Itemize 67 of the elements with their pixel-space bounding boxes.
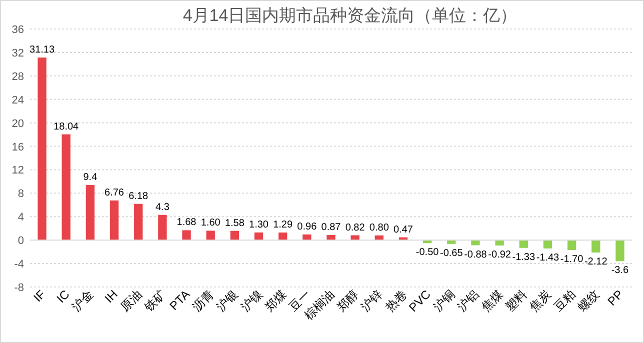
data-label: -0.50 <box>416 247 440 258</box>
y-tick-label: 36 <box>12 24 24 36</box>
data-label: 1.29 <box>273 220 294 231</box>
data-label: 6.76 <box>104 187 124 198</box>
chart-title: 4月14日国内期市品种资金流向（单位：亿） <box>182 6 518 25</box>
bar <box>134 204 143 240</box>
bar <box>567 240 576 250</box>
bar <box>543 240 552 248</box>
bar <box>302 234 312 240</box>
x-tick-label: 原油 <box>118 287 144 314</box>
data-label: -0.92 <box>488 249 512 260</box>
x-tick-label: PP <box>604 287 626 308</box>
bar <box>592 240 600 253</box>
data-label: -1.70 <box>560 254 584 266</box>
bar <box>616 240 624 262</box>
data-label: 31.13 <box>30 44 55 56</box>
y-tick-label: 24 <box>12 94 24 106</box>
bar <box>230 230 240 240</box>
x-tick-label: 豆粕 <box>551 287 578 314</box>
bar <box>254 232 264 240</box>
bar <box>471 240 480 246</box>
x-tick-label: 郑煤 <box>262 287 289 314</box>
bar <box>110 200 119 240</box>
y-tick-label: 16 <box>12 141 24 154</box>
y-tick-label: -8 <box>14 282 24 294</box>
data-label: 18.04 <box>54 121 80 132</box>
data-label: 0.80 <box>369 222 390 234</box>
bar <box>158 214 167 240</box>
bar <box>519 240 528 248</box>
data-label: 6.18 <box>128 190 149 202</box>
data-label: 9.4 <box>83 172 98 183</box>
data-label: -0.65 <box>440 248 464 259</box>
data-label: -1.43 <box>536 252 560 264</box>
data-label: 0.82 <box>345 222 366 234</box>
y-tick-label: 0 <box>18 235 24 248</box>
data-label: 1.68 <box>176 217 197 228</box>
data-label: 1.58 <box>224 218 245 229</box>
y-tick-label: 32 <box>12 47 24 60</box>
bar <box>326 234 336 240</box>
y-tick-label: 4 <box>18 212 24 224</box>
data-label: -2.12 <box>584 256 608 268</box>
y-tick-label: 8 <box>18 188 24 200</box>
bar <box>86 184 95 240</box>
data-label: -1.33 <box>512 252 536 263</box>
data-label: -0.88 <box>464 249 488 260</box>
bar <box>447 240 456 244</box>
data-label: 0.87 <box>321 222 342 233</box>
x-tick-label: 沪镍 <box>238 287 265 314</box>
x-tick-label: 螺纹 <box>575 287 602 314</box>
bar <box>495 240 504 246</box>
x-tick-label: IH <box>102 287 120 306</box>
data-label: 0.96 <box>297 221 318 232</box>
data-label: 1.60 <box>200 218 221 229</box>
y-tick-label: 28 <box>12 70 24 83</box>
data-label: 1.30 <box>249 219 269 230</box>
bar <box>62 134 70 240</box>
bar <box>206 230 215 240</box>
y-tick-label: -4 <box>14 258 24 271</box>
data-label: -3.6 <box>611 265 630 276</box>
data-label: 0.47 <box>394 224 414 236</box>
data-label: 4.3 <box>155 202 170 213</box>
bar <box>182 230 191 240</box>
x-tick-label: IF <box>30 287 48 305</box>
y-tick-label: 20 <box>12 118 24 130</box>
bar <box>38 58 46 240</box>
y-tick-label: 12 <box>12 164 24 177</box>
bar <box>278 232 288 240</box>
